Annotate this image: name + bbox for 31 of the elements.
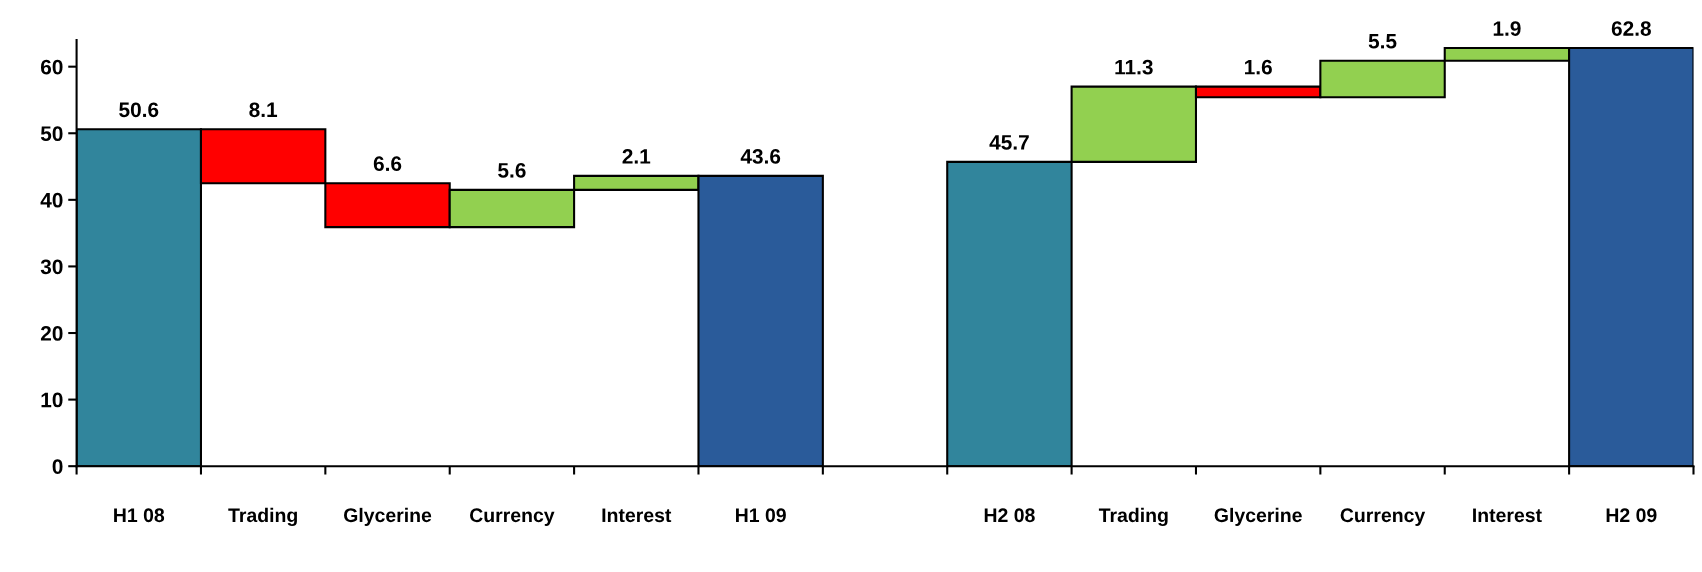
x-tick-label: Interest	[602, 508, 672, 523]
data-label: 50.6	[119, 102, 159, 118]
data-label: 11.3	[1115, 59, 1153, 75]
data-label: 5.6	[498, 162, 526, 178]
x-tick-label: Interest	[1473, 508, 1542, 523]
x-tick-label: Trading	[1098, 507, 1168, 527]
x-tick-label: Glycerine	[344, 507, 432, 526]
data-label: 8.1	[249, 102, 278, 118]
x-tick-label: H2 08	[984, 508, 1035, 523]
data-label: 2.1	[622, 149, 651, 164]
y-tick-label: 60	[40, 59, 63, 75]
x-tick-label: Currency	[470, 508, 555, 526]
data-label: 6.6	[373, 156, 402, 172]
x-tick-label: Trading	[228, 507, 297, 527]
data-label: 45.7	[989, 135, 1029, 150]
data-label: 43.6	[740, 149, 781, 164]
y-tick-label: 0	[52, 459, 63, 474]
y-tick-label: 10	[41, 392, 63, 408]
data-label: 62.8	[1611, 21, 1651, 36]
y-tick-label: 50	[40, 126, 63, 142]
data-label: 1.6	[1245, 59, 1272, 75]
y-tick-label: 40	[40, 192, 63, 208]
y-tick-label: 30	[40, 259, 63, 275]
x-tick-label: H1 09	[736, 508, 786, 523]
x-tick-label: H1 08	[114, 508, 165, 523]
x-tick-label: Glycerine	[1214, 507, 1302, 526]
data-label: 5.5	[1368, 34, 1397, 49]
data-label: 1.9	[1493, 21, 1521, 36]
y-tick-label: 20	[40, 326, 63, 341]
x-tick-label: Currency	[1340, 508, 1426, 526]
x-tick-label: H2 09	[1606, 508, 1657, 523]
